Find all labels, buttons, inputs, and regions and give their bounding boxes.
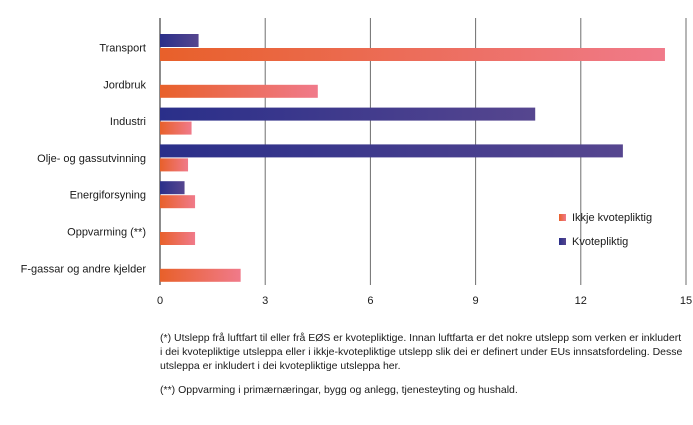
x-tick-labels: 0 3 6 9 12 15 bbox=[157, 295, 692, 307]
legend-swatch-kvote bbox=[559, 238, 566, 245]
x-tick-label: 15 bbox=[680, 295, 692, 307]
bar-kvotepliktig bbox=[160, 144, 623, 158]
category-labels: Transport Jordbruk Industri Olje- og gassut… bbox=[21, 43, 147, 276]
bar-ikkje-kvotepliktig bbox=[160, 121, 192, 135]
legend-label-ikkje: Ikkje kvotepliktig bbox=[572, 212, 652, 224]
bar-kvotepliktig bbox=[160, 34, 199, 47]
x-tick-label: 3 bbox=[262, 295, 268, 307]
footnote-2: (**) Oppvarming i primærnæringar, bygg o… bbox=[160, 384, 518, 396]
category-label: Jordbruk bbox=[103, 79, 146, 91]
x-tick-label: 6 bbox=[367, 295, 373, 307]
bar-ikkje-kvotepliktig bbox=[160, 48, 665, 61]
bar-ikkje-kvotepliktig bbox=[160, 195, 196, 209]
legend-swatch-ikkje bbox=[559, 214, 566, 221]
x-tick-label: 12 bbox=[575, 295, 587, 307]
category-label: Transport bbox=[99, 43, 146, 55]
bars bbox=[160, 34, 665, 282]
footnotes: (*) Utslepp frå luftfart til eller frå E… bbox=[160, 331, 685, 407]
bar-ikkje-kvotepliktig bbox=[160, 84, 318, 98]
bar-chart: Transport Jordbruk Industri Olje- og gassut… bbox=[21, 18, 692, 307]
category-label: Energiforsyning bbox=[70, 190, 146, 202]
x-tick-label: 0 bbox=[157, 295, 163, 307]
x-tick-label: 9 bbox=[473, 295, 479, 307]
bar-ikkje-kvotepliktig bbox=[160, 232, 196, 245]
category-label: F-gassar og andre kjelder bbox=[21, 263, 147, 275]
legend-label-kvote: Kvotepliktig bbox=[572, 236, 628, 248]
bar-ikkje-kvotepliktig bbox=[160, 268, 241, 282]
bar-ikkje-kvotepliktig bbox=[160, 158, 189, 172]
bar-kvotepliktig bbox=[160, 181, 185, 195]
footnote-1: (*) Utslepp frå luftfart til eller frå E… bbox=[160, 332, 683, 372]
bar-kvotepliktig bbox=[160, 107, 536, 121]
category-label: Olje- og gassutvinning bbox=[37, 153, 146, 165]
category-label: Oppvarming (**) bbox=[67, 227, 146, 239]
legend: Ikkje kvotepliktig Kvotepliktig bbox=[559, 212, 652, 248]
category-label: Industri bbox=[110, 116, 146, 128]
